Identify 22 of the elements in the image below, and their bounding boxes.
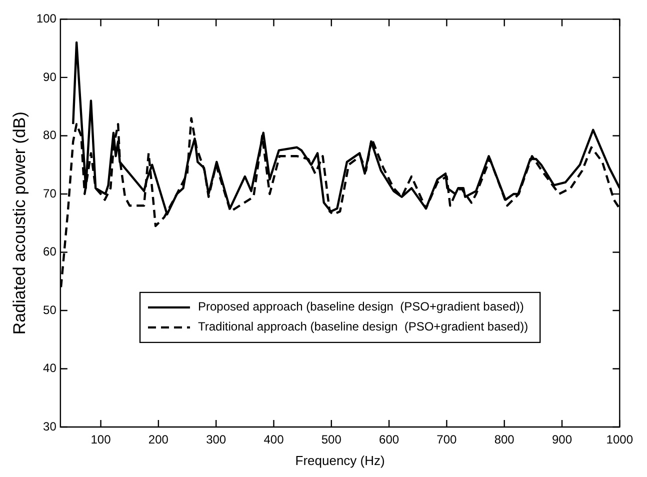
y-tick-label: 80	[43, 128, 57, 142]
x-tick-label: 100	[90, 432, 112, 447]
y-tick-label: 90	[43, 70, 57, 84]
y-tick-label: 40	[43, 361, 57, 376]
x-tick-label: 200	[148, 432, 169, 447]
x-tick-label: 600	[379, 432, 400, 447]
x-tick-label: 400	[264, 432, 284, 447]
legend-label: Proposed approach (baseline design (PSO+gradient based))	[198, 300, 524, 314]
x-tick-label: 1000	[606, 432, 634, 447]
x-tick-label: 500	[321, 432, 342, 447]
y-tick-label: 30	[43, 419, 57, 434]
y-tick-label: 100	[36, 12, 57, 26]
x-axis-title: Frequency (Hz)	[295, 452, 385, 468]
x-tick-label: 300	[206, 432, 226, 447]
y-tick-label: 70	[43, 186, 57, 200]
x-tick-label: 800	[494, 432, 515, 447]
x-tick-label: 900	[552, 432, 572, 447]
y-tick-label: 50	[43, 302, 57, 317]
x-tick-label: 700	[436, 432, 458, 447]
y-axis-title: Radiated acoustic power (dB)	[10, 112, 29, 335]
legend-label: Traditional approach (baseline design (PSO+gradient based))	[198, 320, 528, 334]
y-tick-label: 60	[43, 244, 57, 259]
